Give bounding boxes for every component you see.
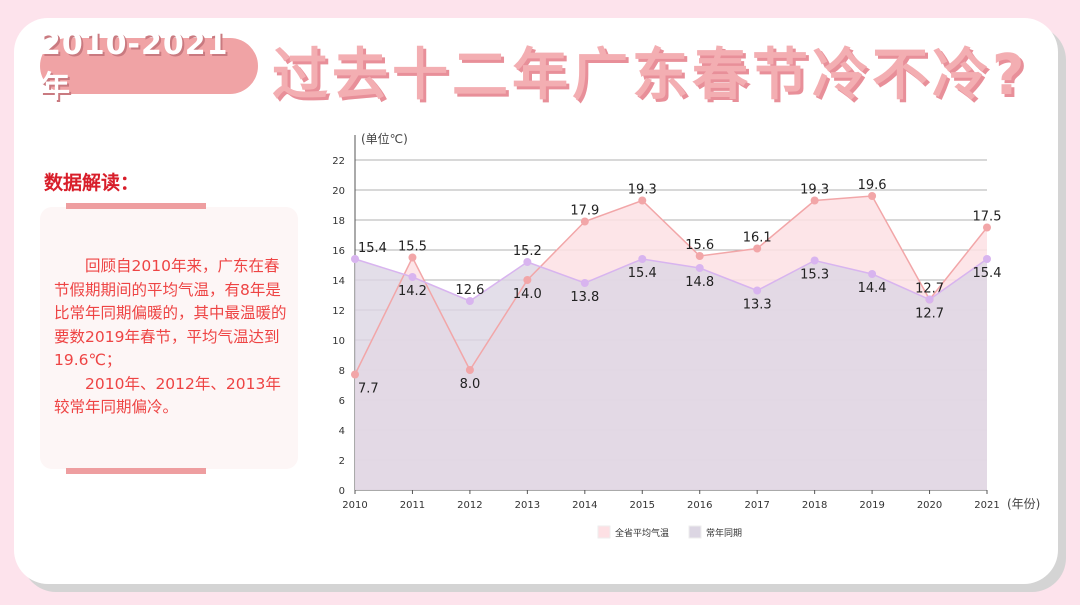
data-point — [580, 217, 589, 226]
data-label: 16.1 — [743, 231, 772, 246]
interpretation-text: 回顾自2010年来，广东在春节假期期间的平均气温，有8年是比常年同期偏暖的，其中… — [54, 255, 290, 420]
data-point — [351, 370, 359, 379]
data-point — [810, 256, 819, 265]
legend-label: 常年同期 — [706, 527, 742, 539]
y-tick-label: 20 — [332, 186, 345, 197]
data-point — [351, 255, 359, 263]
x-tick-label: 2010 — [342, 500, 367, 511]
x-tick-label: 2016 — [687, 500, 712, 511]
y-tick-label: 8 — [339, 366, 345, 377]
y-tick-label: 6 — [339, 396, 345, 407]
data-point — [580, 279, 589, 287]
page-title: 过去十二年广东春节冷不冷? — [272, 43, 1029, 108]
data-point — [868, 192, 877, 200]
x-tick-label: 2020 — [917, 500, 942, 511]
data-label: 13.8 — [570, 290, 599, 305]
data-point — [983, 255, 991, 263]
data-point — [868, 270, 877, 278]
legend-swatch — [597, 525, 611, 539]
y-tick-label: 18 — [332, 216, 345, 227]
data-point — [810, 196, 819, 205]
data-label: 14.8 — [685, 275, 714, 290]
data-point — [695, 264, 704, 272]
data-label: 17.5 — [973, 210, 1002, 225]
line-normal — [354, 258, 988, 302]
text-box — [40, 207, 298, 469]
x-tick-label: 2017 — [744, 500, 769, 511]
paragraph: 2010年、2012年、2013年较常年同期偏冷。 — [54, 374, 281, 417]
data-point — [925, 295, 934, 304]
data-label: 14.0 — [513, 287, 542, 302]
data-point — [753, 244, 762, 253]
x-axis-label: (年份) — [1007, 497, 1040, 511]
data-label: 7.7 — [358, 382, 379, 397]
data-label: 14.4 — [858, 281, 887, 296]
data-label: 15.5 — [398, 240, 427, 255]
y-tick-label: 2 — [339, 456, 345, 467]
x-tick-label: 2014 — [572, 500, 597, 511]
line-actual — [354, 195, 988, 375]
data-point — [638, 255, 647, 263]
data-label: 15.2 — [513, 244, 542, 259]
y-tick-label: 14 — [332, 276, 345, 287]
y-tick-label: 10 — [332, 336, 345, 347]
data-label: 15.4 — [973, 266, 1002, 281]
data-label: 15.4 — [628, 266, 657, 281]
y-tick-label: 16 — [332, 246, 345, 257]
divider-top — [66, 203, 206, 209]
data-label: 13.3 — [743, 298, 772, 313]
section-heading: 数据解读： — [44, 172, 140, 194]
data-label: 15.3 — [800, 268, 829, 283]
data-label: 19.6 — [858, 178, 887, 193]
y-tick-label: 12 — [332, 306, 345, 317]
legend-label: 全省平均气温 — [615, 527, 669, 539]
data-point — [465, 366, 474, 374]
data-label: 12.6 — [455, 283, 484, 298]
x-tick-label: 2015 — [630, 500, 655, 511]
data-point — [408, 273, 417, 281]
x-tick-label: 2013 — [515, 500, 540, 511]
divider-bottom — [66, 468, 206, 474]
data-label: 19.3 — [800, 183, 829, 198]
y-tick-label: 4 — [339, 426, 345, 437]
x-tick-label: 2011 — [400, 500, 425, 511]
data-point — [638, 196, 647, 205]
data-label: 19.3 — [628, 183, 657, 198]
y-axis-label: (单位℃) — [361, 131, 408, 146]
data-point — [523, 258, 532, 266]
area-normal — [355, 259, 987, 490]
data-label: 12.7 — [915, 282, 944, 297]
legend-swatch — [688, 525, 702, 539]
data-label: 15.6 — [685, 238, 714, 253]
data-point — [408, 253, 417, 262]
data-label: 14.2 — [398, 284, 427, 299]
data-label: 8.0 — [460, 377, 481, 392]
x-tick-label: 2012 — [457, 500, 482, 511]
x-tick-label: 2021 — [974, 500, 999, 511]
x-tick-label: 2018 — [802, 500, 827, 511]
data-label: 15.4 — [358, 241, 387, 256]
data-label: 17.9 — [570, 204, 599, 219]
x-tick-label: 2019 — [859, 500, 884, 511]
paragraph: 回顾自2010年来，广东在春节假期期间的平均气温，有8年是比常年同期偏暖的，其中… — [54, 257, 287, 369]
data-point — [753, 286, 762, 295]
data-point — [983, 223, 991, 232]
data-point — [465, 297, 474, 305]
data-point — [523, 276, 532, 284]
data-point — [695, 252, 704, 260]
data-label: 12.7 — [915, 307, 944, 322]
y-tick-label: 0 — [339, 486, 345, 497]
y-tick-label: 22 — [332, 156, 345, 167]
